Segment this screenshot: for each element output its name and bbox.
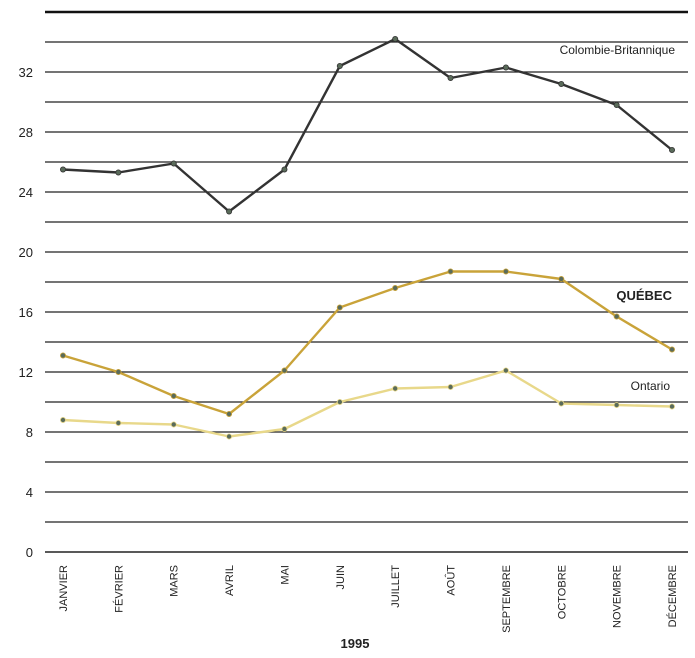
data-point — [669, 346, 676, 353]
y-tick-label: 16 — [19, 305, 33, 320]
data-point — [669, 403, 676, 410]
series-line — [62, 369, 673, 438]
data-point — [392, 385, 399, 392]
series-name-label: QUÉBEC — [616, 288, 672, 303]
data-point — [502, 268, 509, 275]
y-tick-label: 32 — [19, 65, 33, 80]
data-point — [447, 383, 454, 390]
y-tick-label: 20 — [19, 245, 33, 260]
x-tick-label: OCTOBRE — [556, 565, 568, 619]
data-point — [558, 81, 565, 88]
x-axis-ticks: JANVIER FÉVRIER MARS AVRIL MAI JUIN JUILLET AOÛ… — [58, 565, 679, 633]
data-point — [613, 102, 620, 109]
data-point — [60, 352, 67, 359]
x-tick-label: JUILLET — [390, 565, 402, 608]
x-tick-label: NOVEMBRE — [612, 565, 624, 628]
data-point — [613, 313, 620, 320]
data-point — [336, 398, 343, 405]
x-tick-label: AVRIL — [224, 565, 236, 596]
data-point — [170, 392, 177, 399]
x-tick-label: JANVIER — [58, 565, 70, 612]
data-point — [226, 410, 233, 417]
data-point — [170, 160, 177, 167]
data-point — [392, 36, 399, 43]
series-lines — [60, 36, 676, 440]
y-tick-label: 8 — [26, 425, 33, 440]
x-tick-label: SEPTEMBRE — [501, 565, 513, 633]
y-tick-label: 4 — [26, 485, 33, 500]
data-point — [115, 419, 122, 426]
series-name-label: Ontario — [631, 379, 671, 393]
data-point — [447, 75, 454, 82]
data-point — [502, 64, 509, 71]
data-point — [60, 166, 67, 173]
x-axis-label: 1995 — [341, 636, 370, 651]
data-point — [115, 169, 122, 176]
y-tick-label: 0 — [26, 545, 33, 560]
series-line — [62, 270, 673, 416]
data-point — [558, 400, 565, 407]
data-point — [281, 367, 288, 374]
data-point — [60, 416, 67, 423]
data-point — [226, 433, 233, 440]
gridlines — [45, 41, 688, 553]
data-point — [281, 166, 288, 173]
series-labels: Colombie-Britannique QUÉBEC Ontario — [560, 43, 676, 393]
y-tick-label: 28 — [19, 125, 33, 140]
data-point — [392, 284, 399, 291]
data-point — [447, 268, 454, 275]
data-point — [170, 421, 177, 428]
data-point — [115, 368, 122, 375]
series-line — [62, 37, 673, 213]
data-point — [226, 208, 233, 215]
x-tick-label: DÉCEMBRE — [666, 565, 679, 627]
x-tick-label: AOÛT — [445, 565, 458, 596]
data-point — [669, 146, 676, 153]
data-point — [336, 63, 343, 70]
data-point — [502, 367, 509, 374]
series-name-label: Colombie-Britannique — [560, 43, 676, 57]
y-tick-label: 12 — [19, 365, 33, 380]
x-tick-label: FÉVRIER — [112, 565, 125, 613]
y-tick-label: 24 — [19, 185, 33, 200]
y-axis-ticks: 0 4 8 12 16 20 24 28 32 — [19, 65, 33, 560]
data-point — [558, 275, 565, 282]
data-point — [281, 425, 288, 432]
data-point — [613, 401, 620, 408]
x-tick-label: JUIN — [335, 565, 347, 590]
data-point — [336, 304, 343, 311]
x-tick-label: MAI — [279, 565, 291, 585]
x-tick-label: MARS — [169, 565, 181, 597]
